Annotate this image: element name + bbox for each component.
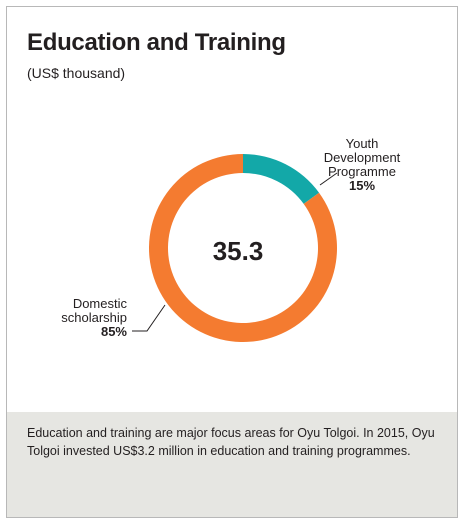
- chart-title: Education and Training: [27, 29, 286, 56]
- label-leader-line-1: [132, 304, 166, 332]
- slice-label-line: scholarship: [61, 310, 127, 325]
- slice-label-line: Domestic: [73, 296, 128, 311]
- slice-percent-label: 85%: [101, 324, 127, 339]
- donut-slice-0: [243, 154, 320, 204]
- chart-card: Education and Training (US$ thousand) Yo…: [6, 6, 458, 518]
- donut-chart-area: Youth Development Programme 15% Domestic scho…: [7, 107, 457, 407]
- label-leaders: [132, 172, 338, 332]
- slice-labels: Youth Development Programme 15% Domestic scho…: [61, 136, 400, 339]
- label-leader-line-0: [319, 172, 338, 186]
- slice-label-1: Domestic scholarship 85%: [61, 296, 127, 339]
- donut-chart: Youth Development Programme 15% Domestic scho…: [61, 136, 401, 342]
- slice-label-0: Youth Development Programme 15%: [324, 136, 401, 193]
- slice-percent-label: 15%: [349, 178, 375, 193]
- slice-label-line: Development: [324, 150, 401, 165]
- donut-slices: [149, 154, 337, 342]
- footer-note: Education and training are major focus a…: [7, 412, 457, 517]
- slice-label-line: Programme: [328, 164, 396, 179]
- chart-subtitle: (US$ thousand): [27, 65, 126, 81]
- donut-center-value: 35.3: [213, 236, 264, 266]
- slice-label-line: Youth: [346, 136, 379, 151]
- footer-text: Education and training are major focus a…: [27, 426, 435, 458]
